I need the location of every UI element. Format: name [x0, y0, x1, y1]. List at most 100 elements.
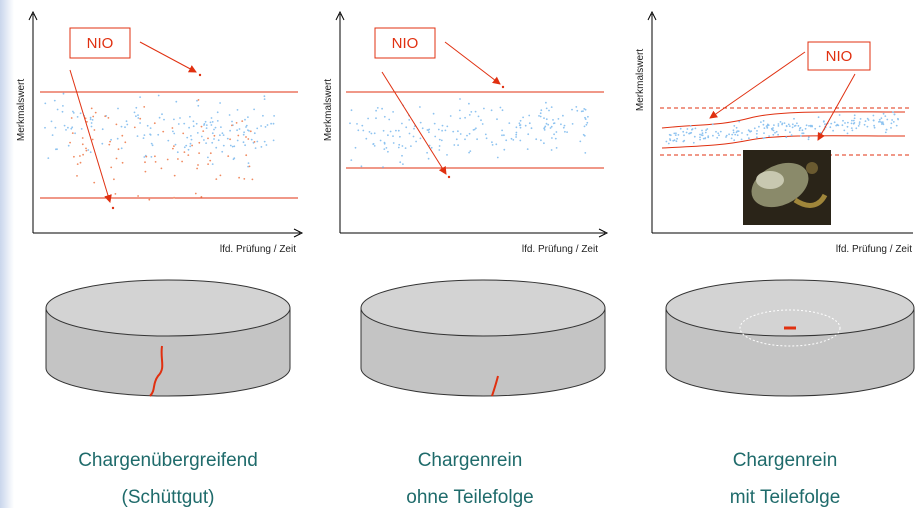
dot [428, 129, 430, 131]
dot [774, 132, 776, 134]
dot [401, 123, 403, 125]
dot [859, 123, 861, 125]
dot [223, 145, 225, 147]
dot [163, 119, 165, 121]
dot [91, 108, 93, 110]
dot [446, 154, 448, 156]
dot [676, 138, 678, 140]
dot [695, 127, 697, 129]
dot [543, 142, 545, 144]
dot [843, 130, 845, 132]
dot [408, 119, 410, 121]
caption: mit Teilefolge [730, 487, 841, 508]
dot [457, 144, 459, 146]
dot [823, 120, 825, 122]
dot [543, 117, 545, 119]
dot [415, 141, 417, 143]
dot [527, 148, 529, 150]
arrow [70, 70, 110, 202]
dot [491, 141, 493, 143]
dot [773, 124, 775, 126]
dot [392, 135, 394, 137]
dot [244, 144, 246, 146]
dot [519, 124, 521, 126]
dot [241, 120, 243, 122]
dot [718, 134, 720, 136]
dot [255, 147, 257, 149]
dot [195, 193, 197, 195]
dot [197, 105, 199, 107]
dot [699, 134, 701, 136]
dot [792, 123, 794, 125]
x-label: lfd. Prüfung / Zeit [836, 244, 912, 255]
y-label: Merkmalswert [323, 79, 334, 141]
dot [203, 124, 205, 126]
dot [236, 122, 238, 124]
dot [243, 134, 245, 136]
dot [398, 147, 400, 149]
dot [858, 125, 860, 127]
dot [229, 138, 231, 140]
flag-text: NIO [392, 35, 419, 52]
dot [766, 127, 768, 129]
dot [213, 138, 215, 140]
dot [148, 199, 150, 201]
dot [538, 115, 540, 117]
dot [564, 125, 566, 127]
dot [137, 117, 139, 119]
dot [553, 123, 555, 125]
dot [231, 125, 233, 127]
dot [157, 134, 159, 136]
dot [873, 120, 875, 122]
dot [71, 117, 73, 119]
outlier [502, 86, 504, 88]
dot [780, 121, 782, 123]
dot [852, 130, 854, 132]
dot [441, 140, 443, 142]
dot [585, 109, 587, 111]
dot [525, 125, 527, 127]
dot [82, 143, 84, 145]
dot [247, 116, 249, 118]
dot [883, 113, 885, 115]
cylinder-1 [46, 280, 290, 396]
dot [395, 130, 397, 132]
dot [712, 135, 714, 137]
dot [219, 102, 221, 104]
dot [173, 145, 175, 147]
dot [434, 136, 436, 138]
dot [220, 126, 222, 128]
cylinder-2 [361, 280, 605, 396]
dot [829, 126, 831, 128]
dot [808, 125, 810, 127]
dot [459, 118, 461, 120]
dot [571, 109, 573, 111]
dot [44, 127, 46, 129]
dot [851, 123, 853, 125]
dot [867, 118, 869, 120]
dot [584, 152, 586, 154]
dot [566, 131, 568, 133]
dot [193, 125, 195, 127]
dot [865, 120, 867, 122]
dot [763, 124, 765, 126]
dot [469, 114, 471, 116]
dot [387, 151, 389, 153]
dot [233, 145, 235, 147]
dot [52, 134, 54, 136]
dot [468, 152, 470, 154]
dot [121, 135, 123, 137]
dot [748, 137, 750, 139]
dot [237, 109, 239, 111]
dot [438, 129, 440, 131]
dot [546, 118, 548, 120]
dot [239, 128, 241, 130]
dot [734, 134, 736, 136]
dot [134, 112, 136, 114]
dot [476, 138, 478, 140]
dot [540, 116, 542, 118]
dot [434, 123, 436, 125]
dot [422, 127, 424, 129]
dot [733, 129, 735, 131]
dot [211, 124, 213, 126]
